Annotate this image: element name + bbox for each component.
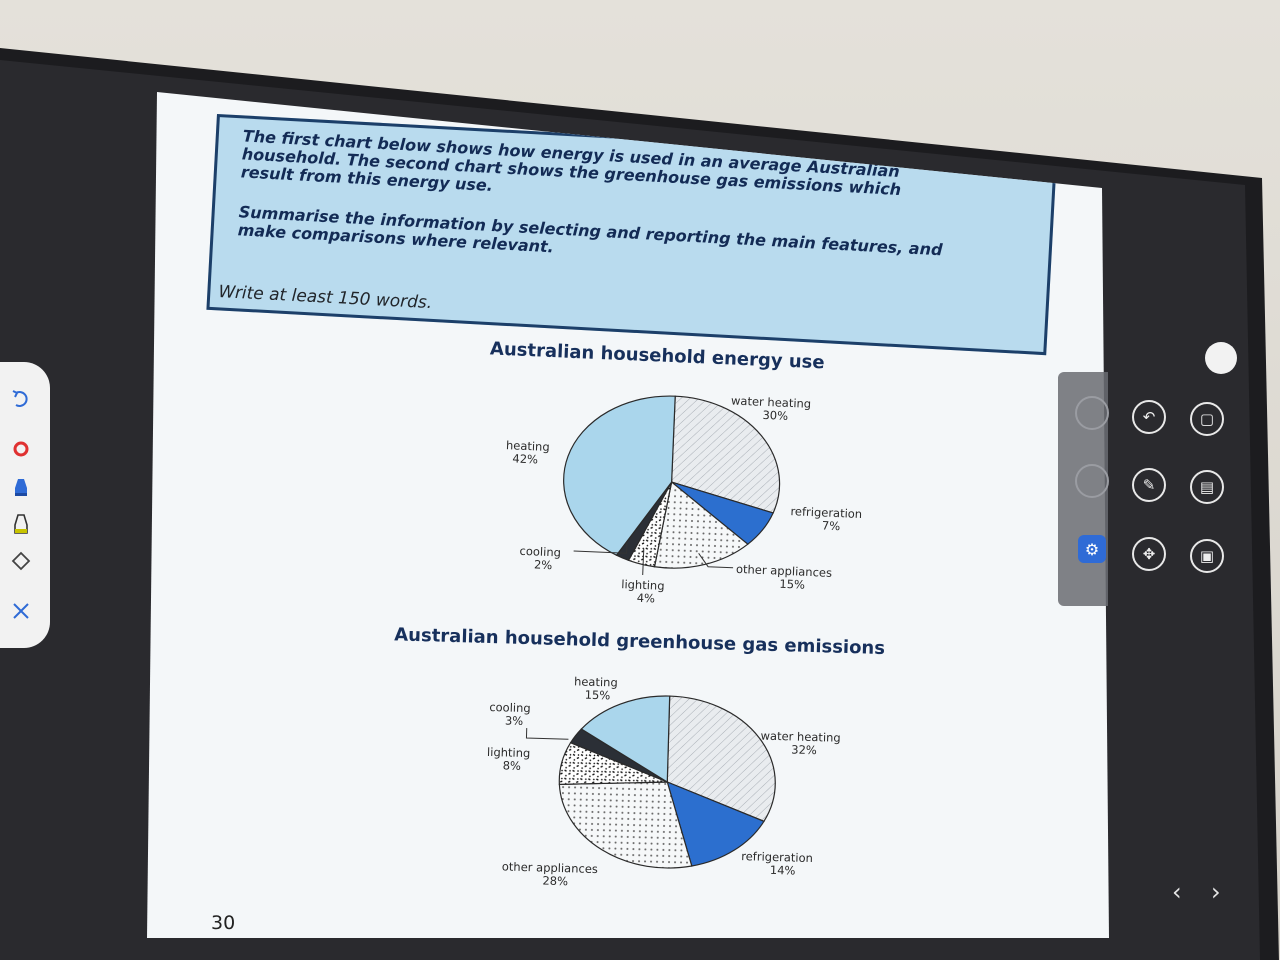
slice-label: refrigeration xyxy=(741,849,813,865)
slice-label: other appliances xyxy=(502,859,598,876)
slice-value-label: 32% xyxy=(791,742,817,757)
prev-page-icon[interactable]: ‹ xyxy=(1172,878,1182,906)
highlighter-icon[interactable] xyxy=(4,507,38,541)
slice-label: heating xyxy=(574,674,618,689)
pie-slice-water-heating xyxy=(666,695,776,823)
slice-value-label: 30% xyxy=(762,408,788,423)
slice-value-label: 8% xyxy=(502,758,521,773)
pen-icon[interactable] xyxy=(4,470,38,504)
window-icon[interactable]: ▢ xyxy=(1190,402,1224,436)
pie-slice-heating xyxy=(580,695,671,784)
pie-slice-other-appliances xyxy=(558,781,693,869)
slice-label: cooling xyxy=(489,700,531,715)
pie-slice-refrigeration xyxy=(666,780,765,867)
panel-network-icon[interactable] xyxy=(1075,464,1109,498)
slice-label: lighting xyxy=(487,745,531,760)
pie-chart-emissions xyxy=(558,695,776,869)
slice-value-label: 4% xyxy=(636,591,655,606)
pie-charts: Australian household energy use water he… xyxy=(394,338,885,889)
back-icon[interactable]: ↶ xyxy=(1132,400,1166,434)
undo-icon[interactable] xyxy=(4,382,38,416)
slice-label: other appliances xyxy=(736,562,833,580)
pie-chart-energy-use xyxy=(563,395,781,569)
board-icon[interactable]: ▤ xyxy=(1190,470,1224,504)
chart-title: Australian household greenhouse gas emis… xyxy=(394,624,885,659)
pie-slice-water-heating xyxy=(670,395,781,514)
annotate-icon[interactable]: ✎ xyxy=(1132,468,1166,502)
next-page-icon[interactable]: › xyxy=(1211,878,1221,906)
expand-icon[interactable]: ✥ xyxy=(1132,537,1166,571)
files-icon[interactable]: ▣ xyxy=(1190,539,1224,573)
panel-home-icon[interactable] xyxy=(1075,396,1109,430)
slice-label: water heating xyxy=(731,394,812,411)
slice-value-label: 15% xyxy=(779,577,805,592)
eraser-icon[interactable] xyxy=(4,543,38,577)
slice-label: water heating xyxy=(760,729,840,745)
page-number: 30 xyxy=(211,912,236,934)
toggle-knob[interactable] xyxy=(1205,342,1237,374)
slice-value-label: 28% xyxy=(542,874,568,889)
slice-value-label: 7% xyxy=(822,518,841,533)
slice-label: refrigeration xyxy=(790,504,862,521)
pie-slice-heating xyxy=(563,395,676,556)
settings-gear-icon[interactable]: ⚙ xyxy=(1078,535,1106,563)
slice-label: heating xyxy=(506,438,550,454)
leader-line xyxy=(698,553,734,569)
pie-slice-other-appliances xyxy=(653,481,749,569)
slice-label: lighting xyxy=(621,577,665,593)
slice-value-label: 14% xyxy=(770,863,796,878)
slice-label: cooling xyxy=(519,544,561,560)
chart-title: Australian household energy use xyxy=(490,338,825,373)
slice-value-label: 2% xyxy=(534,557,553,572)
slice-value-label: 42% xyxy=(512,451,538,466)
leader-line xyxy=(573,542,628,554)
slice-value-label: 3% xyxy=(505,713,524,728)
leader-line xyxy=(525,728,569,740)
slice-value-label: 15% xyxy=(584,688,610,703)
close-icon[interactable] xyxy=(4,594,38,628)
document-page: The first chart below shows how energy i… xyxy=(147,92,1109,938)
annotation-toolbar xyxy=(0,362,50,648)
record-icon[interactable] xyxy=(4,432,38,466)
leader-line xyxy=(642,548,645,575)
